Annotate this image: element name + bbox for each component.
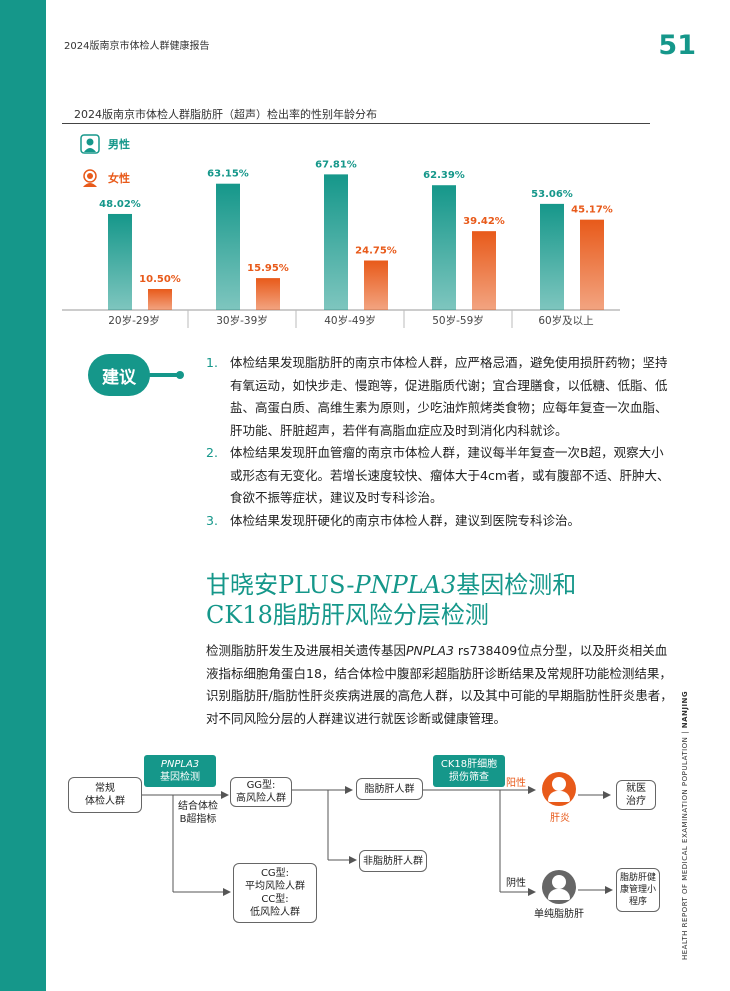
- flow-hepatitis-label: 肝炎: [550, 813, 570, 824]
- female-value-label: 39.42%: [463, 216, 505, 227]
- male-value-label: 62.39%: [423, 170, 465, 181]
- section-title: 甘晓安PLUS-PNPLA3基因检测和 CK18脂肪肝风险分层检测: [206, 570, 576, 630]
- flow-clinic-box: 就医 治疗: [616, 780, 656, 810]
- side-text-city: NANJING: [681, 690, 689, 729]
- title-part: 基因检测和: [456, 571, 577, 599]
- chart-title: 2024版南京市体检人群脂肪肝（超声）检出率的性别年龄分布: [74, 108, 377, 121]
- flow-arrows: [142, 786, 613, 896]
- female-value-label: 24.75%: [355, 246, 397, 257]
- category-tick-label: 60岁及以上: [538, 314, 593, 327]
- body-gene: PNPLA3: [406, 643, 454, 658]
- suggestion-text: 体检结果发现肝硬化的南京市体检人群，建议到医院专科诊治。: [230, 512, 581, 528]
- female-value-label: 45.17%: [571, 205, 613, 216]
- flow-simple-label: 单纯脂肪肝: [534, 909, 584, 920]
- suggestion-text: 体检结果发现脂肪肝的南京市体检人群，应严格忌酒，避免使用损肝药物；坚持有氧运动，…: [230, 355, 668, 438]
- page-number: 51: [658, 30, 696, 61]
- category-tick-label: 40岁-49岁: [324, 314, 376, 327]
- suggestion-number: 2.: [206, 445, 218, 460]
- male-bar: [432, 185, 456, 310]
- male-value-label: 63.15%: [207, 169, 249, 180]
- patient-simple-icon: [542, 870, 576, 904]
- legend-female-label: 女性: [108, 172, 130, 185]
- suggestion-badge-tail: [148, 373, 178, 377]
- bar-chart: 48.02% 10.50% 20岁-29岁 63.15% 15.95% 30岁-39岁 67…: [62, 159, 620, 328]
- flow-combine-label: 结合体检 B超指标: [178, 801, 218, 825]
- male-bar: [108, 213, 132, 310]
- suggestion-number: 1.: [206, 355, 218, 370]
- female-user-icon: [83, 169, 97, 187]
- legend-male-label: 男性: [108, 138, 130, 151]
- legend-male: 男性: [80, 134, 130, 154]
- legend-female: 女性: [80, 168, 130, 188]
- patient-hepatitis-icon: [542, 772, 576, 806]
- flow-fatty-box: 脂肪肝人群: [356, 778, 423, 800]
- flow-gg-box: GG型: 高风险人群: [230, 777, 292, 807]
- male-bar: [324, 174, 348, 310]
- suggestion-item: 1. 体检结果发现脂肪肝的南京市体检人群，应严格忌酒，避免使用损肝药物；坚持有氧…: [206, 352, 676, 442]
- section-title-line1: 甘晓安PLUS-PNPLA3基因检测和: [206, 570, 576, 600]
- flow-program-box: 脂肪肝健 康管理小 程序: [616, 868, 660, 912]
- suggestion-badge-dot: [176, 371, 184, 379]
- male-bar: [540, 203, 564, 310]
- flow-negative-label: 阴性: [506, 878, 526, 889]
- female-bar: [148, 289, 172, 310]
- left-color-band: [0, 0, 46, 991]
- male-user-icon: [80, 134, 100, 154]
- category-tick-label: 50岁-59岁: [432, 314, 484, 327]
- suggestion-item: 2. 体检结果发现肝血管瘤的南京市体检人群，建议每半年复查一次B超，观察大小或形…: [206, 442, 676, 510]
- title-part: 甘晓安PLUS-: [206, 571, 355, 599]
- suggestion-number: 3.: [206, 512, 218, 528]
- flow-positive-label: 阳性: [506, 778, 526, 789]
- female-bar: [256, 278, 280, 310]
- flow-gene-test-tag: PNPLA3 基因检测: [144, 755, 216, 787]
- flow-cg-box: CG型: 平均风险人群 CC型: 低风险人群: [233, 863, 317, 923]
- tag-gene: PNPLA3: [160, 759, 200, 770]
- male-bar: [216, 183, 240, 310]
- suggestion-list: 1. 体检结果发现脂肪肝的南京市体检人群，应严格忌酒，避免使用损肝药物；坚持有氧…: [206, 352, 676, 532]
- flow-start-box: 常规 体检人群: [68, 777, 142, 813]
- side-text: HEALTH REPORT OF MEDICAL EXAMINATION POP…: [681, 690, 689, 960]
- category-tick-label: 20岁-29岁: [108, 314, 160, 327]
- suggestion-text: 体检结果发现肝血管瘤的南京市体检人群，建议每半年复查一次B超，观察大小或形态有无…: [230, 445, 670, 505]
- flow-nonfatty-box: 非脂肪肝人群: [359, 850, 427, 872]
- suggestion-item: 3. 体检结果发现肝硬化的南京市体检人群，建议到医院专科诊治。: [206, 510, 676, 533]
- female-bar: [472, 231, 496, 310]
- title-gene: PNPLA3: [354, 571, 457, 599]
- divider: [62, 123, 650, 124]
- tag-label: 基因检测: [160, 772, 200, 783]
- body-part: 检测脂肪肝发生及进展相关遗传基因: [206, 643, 407, 658]
- male-value-label: 53.06%: [531, 189, 573, 200]
- section-body: 检测脂肪肝发生及进展相关遗传基因PNPLA3 rs738409位点分型，以及肝炎…: [206, 640, 676, 730]
- side-running-text: HEALTH REPORT OF MEDICAL EXAMINATION POP…: [681, 691, 697, 960]
- report-title: 2024版南京市体检人群健康报告: [64, 41, 210, 52]
- female-bar: [580, 219, 604, 310]
- body-part: rs738409位点分型，以及肝炎相关血液指标细胞角蛋白18，结合体检中腹部彩超…: [206, 643, 673, 726]
- suggestion-badge: 建议: [88, 354, 150, 396]
- section-title-line2: CK18脂肪肝风险分层检测: [206, 601, 489, 629]
- flow-ck18-tag: CK18肝细胞 损伤筛查: [433, 755, 505, 787]
- female-value-label: 15.95%: [247, 263, 289, 274]
- male-value-label: 67.81%: [315, 159, 357, 170]
- female-bar: [364, 260, 388, 310]
- side-text-main: HEALTH REPORT OF MEDICAL EXAMINATION POP…: [681, 736, 689, 960]
- female-value-label: 10.50%: [139, 274, 181, 285]
- male-value-label: 48.02%: [99, 199, 141, 210]
- category-tick-label: 30岁-39岁: [216, 314, 268, 327]
- flow-diagram: 常规 体检人群 PNPLA3 基因检测 GG型: 高风险人群 结合体检 B超指标 …: [60, 750, 680, 950]
